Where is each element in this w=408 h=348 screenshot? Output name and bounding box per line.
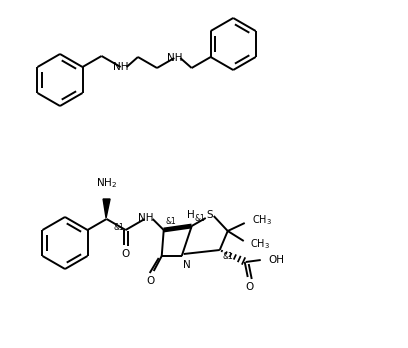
Text: &1: &1 bbox=[166, 217, 177, 226]
Text: O: O bbox=[146, 276, 155, 286]
Text: NH: NH bbox=[166, 53, 182, 63]
Text: CH$_3$: CH$_3$ bbox=[252, 213, 272, 227]
Polygon shape bbox=[103, 199, 110, 218]
Text: NH: NH bbox=[113, 62, 129, 72]
Text: &1: &1 bbox=[223, 252, 233, 261]
Text: &1: &1 bbox=[195, 214, 206, 223]
Text: NH$_2$: NH$_2$ bbox=[96, 176, 117, 190]
Text: H: H bbox=[187, 210, 195, 220]
Text: O: O bbox=[246, 282, 254, 292]
Text: OH: OH bbox=[269, 255, 285, 265]
Text: CH$_3$: CH$_3$ bbox=[250, 237, 270, 251]
Text: N: N bbox=[183, 260, 191, 270]
Text: S: S bbox=[206, 210, 213, 220]
Text: NH: NH bbox=[138, 213, 153, 223]
Text: O: O bbox=[122, 249, 130, 259]
Text: &1: &1 bbox=[113, 223, 124, 232]
